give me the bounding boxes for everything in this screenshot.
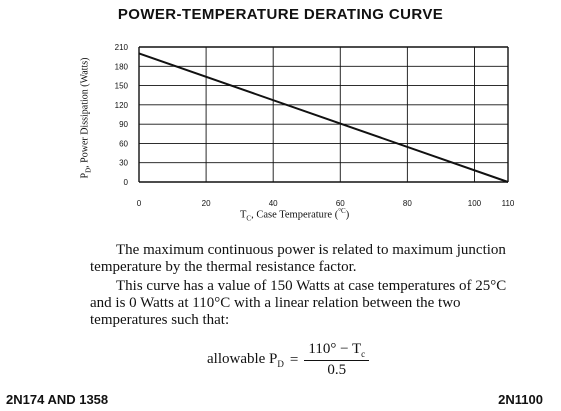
x-tick-labels: 0 20 40 60 80 100 110 — [137, 199, 515, 208]
y-tick-label: 30 — [119, 159, 128, 168]
y-tick-label: 210 — [115, 43, 129, 52]
formula-numerator: 110° − Tc — [304, 341, 370, 361]
series-lines — [138, 52, 509, 183]
paragraph-2: This curve has a value of 150 Watts at c… — [90, 278, 507, 328]
formula-fraction: 110° − Tc 0.5 — [304, 341, 370, 379]
x-tick-label: 80 — [403, 199, 412, 208]
formula-denominator: 0.5 — [327, 362, 347, 378]
x-tick-label: 20 — [202, 199, 211, 208]
formula: allowable PD = 110° − Tc 0.5 — [207, 341, 370, 379]
formula-equals: = — [289, 351, 299, 368]
derating-chart: 0 30 60 90 120 150 180 210 0 20 40 60 80 100 110 — [115, 43, 515, 208]
formula-lhs: allowable PD — [207, 351, 284, 369]
footer-right: 2N1100 — [498, 392, 543, 407]
grid-lines — [138, 46, 509, 183]
y-tick-label: 180 — [115, 62, 129, 71]
footer-left: 2N174 AND 1358 — [6, 392, 109, 407]
y-tick-label: 150 — [115, 82, 129, 91]
y-tick-label: 120 — [115, 101, 129, 110]
x-tick-label: 60 — [336, 199, 345, 208]
x-axis-label: TC, Case Temperature (°C) — [240, 207, 350, 223]
y-tick-label: 90 — [119, 120, 128, 129]
x-tick-label: 0 — [137, 199, 142, 208]
y-tick-label: 60 — [119, 139, 128, 148]
series-line — [138, 52, 509, 183]
paragraph-1: The maximum continuous power is related … — [90, 242, 506, 275]
y-axis-label: PD, Power Dissipation (Watts) — [79, 57, 93, 179]
x-tick-label: 110 — [502, 199, 515, 208]
y-tick-label: 0 — [124, 178, 129, 187]
x-tick-label: 100 — [468, 199, 482, 208]
chart-title: POWER-TEMPERATURE DERATING CURVE — [117, 6, 444, 23]
x-tick-label: 40 — [269, 199, 278, 208]
y-tick-labels: 0 30 60 90 120 150 180 210 — [115, 43, 129, 187]
